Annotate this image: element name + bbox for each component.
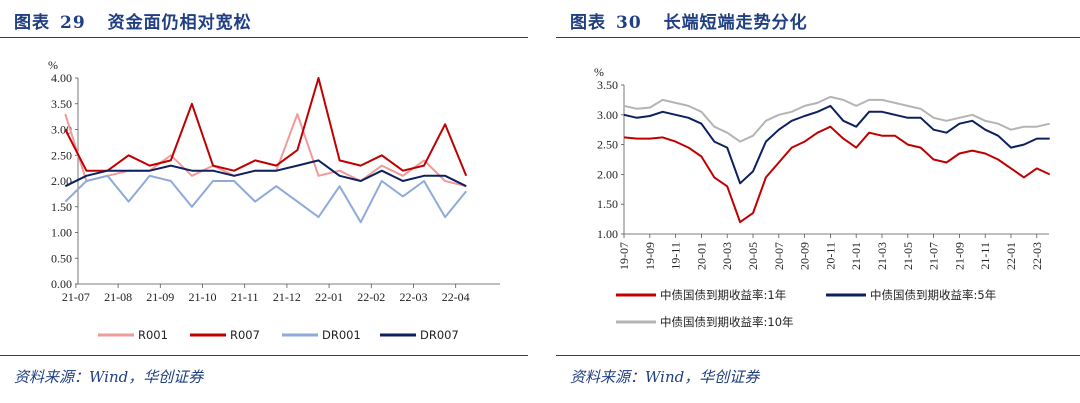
chart-money-market-rates: %0.000.501.001.502.002.503.003.504.0021-… (48, 58, 500, 342)
source-rule (0, 355, 528, 356)
x-tick-label: 21-12 (273, 290, 301, 304)
x-tick-label: 20-03 (720, 242, 734, 270)
y-axis-unit: % (594, 65, 604, 79)
y-tick-label: 1.00 (597, 227, 618, 241)
series-line-2 (623, 95, 1050, 143)
legend-label: 中债国债到期收益率:5年 (870, 288, 996, 302)
x-tick-label: 21-09 (146, 290, 174, 304)
source-note: 资料来源：Wind，华创证券 (14, 368, 204, 386)
title-rule (556, 37, 1080, 38)
x-tick-label: 20-11 (823, 242, 837, 270)
figure-title: 图表 30 长端短端走势分化 (570, 8, 808, 33)
x-tick-label: 22-02 (357, 290, 385, 304)
title-rule (0, 37, 528, 38)
x-tick-label: 19-11 (669, 242, 683, 270)
y-tick-label: 2.50 (597, 138, 618, 152)
y-tick-label: 0.00 (51, 277, 72, 291)
y-tick-label: 4.00 (51, 71, 72, 85)
series-line-3 (64, 159, 467, 188)
y-tick-label: 3.00 (597, 108, 618, 122)
x-tick-label: 22-03 (1030, 242, 1044, 270)
y-axis-unit: % (48, 58, 58, 72)
figure-number: 30 (616, 13, 642, 33)
series-line-1 (64, 77, 468, 177)
source-note: 资料来源：Wind，华创证券 (570, 368, 760, 386)
y-tick-label: 2.50 (51, 148, 72, 162)
x-tick-label: 21-05 (901, 242, 915, 270)
figure-title-text: 长端短端走势分化 (663, 13, 808, 33)
x-tick-label: 20-01 (694, 242, 708, 270)
figure-label: 图表 (14, 13, 50, 33)
x-tick-label: 21-09 (952, 242, 966, 270)
x-tick-label: 22-03 (399, 290, 427, 304)
y-tick-label: 2.00 (597, 167, 618, 181)
x-tick-label: 20-05 (746, 242, 760, 270)
x-tick-label: 21-11 (231, 290, 259, 304)
y-tick-label: 1.50 (51, 200, 72, 214)
series-line-0 (623, 125, 1051, 224)
x-tick-label: 21-07 (927, 242, 941, 270)
y-tick-label: 3.50 (597, 78, 618, 92)
x-tick-label: 19-09 (643, 242, 657, 270)
x-tick-label: 21-07 (62, 290, 90, 304)
x-tick-label: 22-04 (442, 290, 470, 304)
legend-label: R007 (230, 328, 260, 342)
y-tick-label: 1.50 (597, 197, 618, 211)
figure-title-text: 资金面仍相对宽松 (107, 13, 252, 33)
legend-label: 中债国债到期收益率:10年 (660, 315, 794, 329)
source-rule (556, 355, 1080, 356)
x-tick-label: 21-11 (978, 242, 992, 270)
x-tick-label: 21-08 (104, 290, 132, 304)
left-figure-panel: 图表 29 资金面仍相对宽松 % 0.00 0.50 1.00 1.50 2.00 2.50 3.… (0, 0, 528, 403)
x-tick-label: 20-09 (798, 242, 812, 270)
figure-title: 图表 29 资金面仍相对宽松 (14, 8, 252, 33)
figure-label: 图表 (570, 13, 606, 33)
series-line-2 (64, 174, 467, 224)
chart-treasury-yields: % 1.00 1.50 2.00 2.50 3.00 3.50 19-07 19-09 19-11… (594, 65, 1051, 329)
x-tick-label: 20-07 (772, 242, 786, 270)
legend-label: 中债国债到期收益率:1年 (660, 288, 786, 302)
legend-label: DR001 (322, 328, 361, 342)
x-tick-label: 19-07 (617, 242, 631, 270)
y-tick-label: 2.00 (51, 174, 72, 188)
x-tick-label: 22-01 (315, 290, 343, 304)
x-tick-label: 21-03 (875, 242, 889, 270)
x-tick-label: 21-01 (849, 242, 863, 270)
series-line-1 (623, 104, 1050, 185)
legend-label: DR007 (420, 328, 459, 342)
right-figure-panel: 图表 30 长端短端走势分化 % 1.00 1.50 2.00 2.50 3.00 3.50 19… (556, 0, 1080, 403)
x-tick-label: 22-01 (1004, 242, 1018, 270)
y-tick-label: 1.00 (51, 226, 72, 240)
legend-label: R001 (138, 328, 168, 342)
x-tick-label: 21-10 (188, 290, 216, 304)
figure-number: 29 (60, 13, 86, 33)
y-tick-label: 0.50 (51, 251, 72, 265)
y-tick-label: 3.50 (51, 97, 72, 111)
series-line-0 (64, 113, 467, 188)
